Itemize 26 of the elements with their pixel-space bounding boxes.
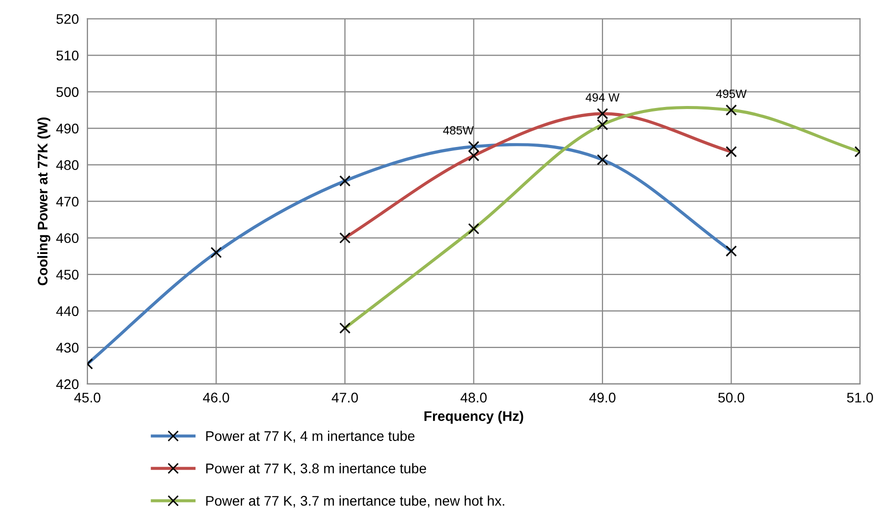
y-axis-title: Cooling Power at 77K (W) (37, 118, 50, 286)
x-tick-label: 50.0 (718, 392, 744, 403)
y-tick-label: 510 (56, 50, 79, 60)
y-tick-label: 440 (56, 306, 79, 316)
annotation: 485W (443, 126, 474, 135)
y-tick-label: 520 (56, 14, 79, 24)
y-tick-label: 450 (56, 270, 79, 280)
y-tick-label: 480 (56, 160, 79, 170)
x-tick-label: 48.0 (460, 392, 487, 403)
legend-label: Power at 77 K, 3.7 m inertance tube, new hot hx. (206, 496, 504, 508)
legend-label: Power at 77 K, 3.8 m inertance tube (206, 463, 426, 476)
legend-label: Power at 77 K, 4 m inertance tube (206, 430, 414, 443)
annotation: 495W (716, 90, 747, 98)
y-tick-label: 490 (56, 124, 79, 134)
y-tick-label: 430 (56, 342, 79, 353)
x-tick-label: 47.0 (332, 392, 358, 403)
y-tick-label: 470 (56, 196, 79, 207)
y-tick-label: 500 (56, 87, 79, 97)
x-tick-label: 45.0 (74, 392, 100, 403)
x-tick-label: 46.0 (202, 392, 230, 403)
x-tick-label: 49.0 (589, 392, 616, 403)
y-tick-label: 460 (56, 233, 79, 244)
x-axis-title: Frequency (Hz) (424, 410, 524, 424)
annotation: 494 W (586, 93, 620, 102)
x-tick-label: 51.0 (847, 392, 873, 403)
y-tick-label: 420 (56, 379, 79, 390)
